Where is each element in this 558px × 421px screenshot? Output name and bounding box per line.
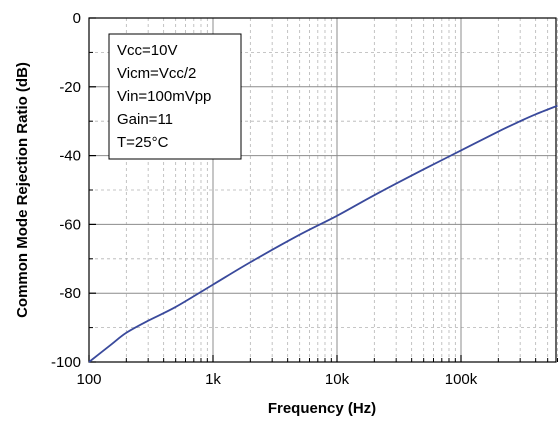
y-tick-label: 0 xyxy=(73,10,81,27)
y-tick-labels: 0 -20 -40 -60 -80 -100 xyxy=(51,10,81,371)
x-tick-label: 1k xyxy=(205,371,221,388)
axis-ticks xyxy=(88,17,558,363)
y-tick-label: -60 xyxy=(59,216,81,233)
x-tick-label: 10k xyxy=(325,371,350,388)
condition-vicm: Vicm=Vcc/2 xyxy=(117,65,196,82)
condition-vcc: Vcc=10V xyxy=(117,42,177,59)
y-tick-label: -20 xyxy=(59,79,81,96)
x-tick-labels: 100 1k 10k 100k xyxy=(76,371,477,388)
x-axis-title: Frequency (Hz) xyxy=(268,400,376,417)
y-tick-label: -40 xyxy=(59,148,81,165)
x-tick-label: 100k xyxy=(445,371,478,388)
cmrr-series-line xyxy=(88,104,558,363)
conditions-legend: Vcc=10V Vicm=Vcc/2 Vin=100mVpp Gain=11 T… xyxy=(108,33,242,160)
condition-vin: Vin=100mVpp xyxy=(117,88,211,105)
y-tick-label: -100 xyxy=(51,354,81,371)
condition-gain: Gain=11 xyxy=(117,111,173,128)
legend-box xyxy=(108,33,242,160)
y-tick-label: -80 xyxy=(59,285,81,302)
series-layer xyxy=(88,104,558,363)
y-axis-title: Common Mode Rejection Ratio (dB) xyxy=(14,62,31,318)
condition-temperature: T=25°C xyxy=(117,134,169,151)
x-tick-label: 100 xyxy=(76,371,101,388)
